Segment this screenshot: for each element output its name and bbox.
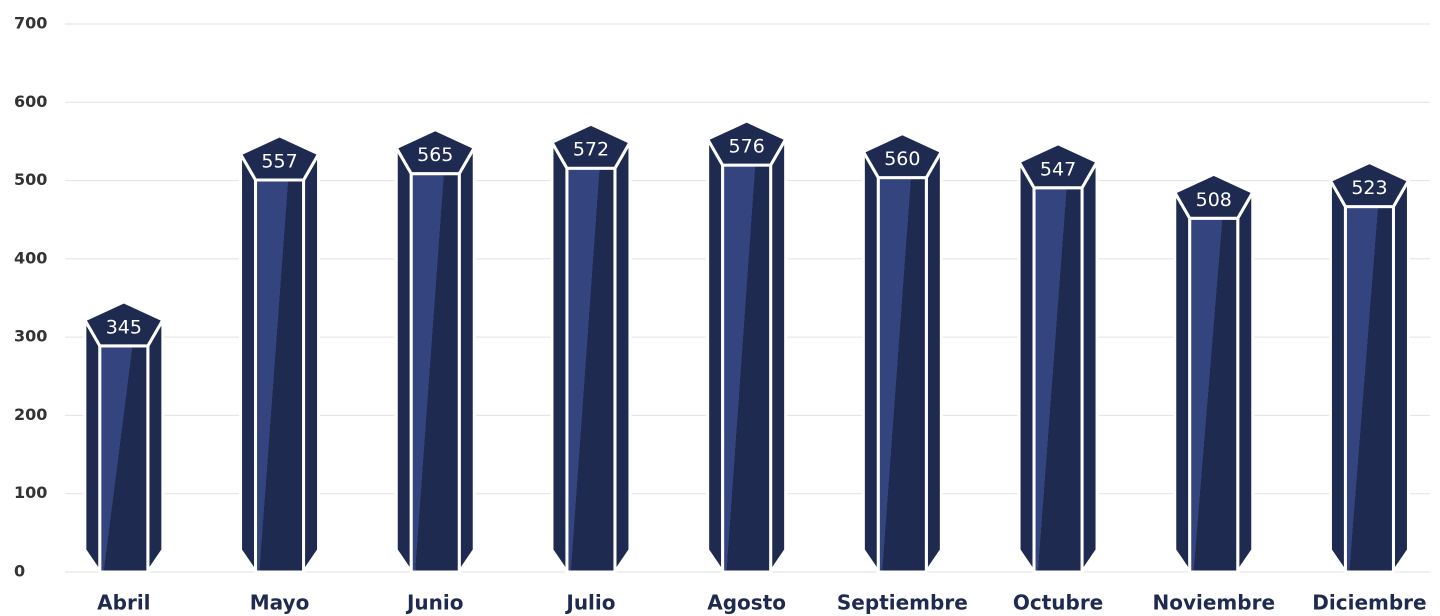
bar-side	[613, 136, 632, 577]
value-label: 345	[106, 316, 142, 338]
bar	[861, 131, 944, 577]
bar-cap	[1016, 142, 1100, 190]
bar-side	[1017, 156, 1036, 577]
bar-cap	[861, 131, 944, 180]
x-tick-label: Noviembre	[1152, 591, 1275, 615]
bar-side	[239, 148, 258, 577]
bar-side	[706, 133, 725, 577]
value-label: 576	[729, 136, 765, 158]
x-tick-label: Julio	[564, 591, 615, 615]
x-tick-label: Diciembre	[1312, 591, 1426, 615]
x-tick-label: Agosto	[707, 591, 786, 615]
x-tick-label: Septiembre	[837, 591, 968, 615]
value-label: 560	[884, 148, 920, 170]
x-tick-label: Mayo	[250, 591, 310, 615]
value-label: 547	[1040, 158, 1076, 180]
bar-cap	[1172, 172, 1255, 220]
y-tick-label: 300	[14, 327, 47, 346]
value-label: 572	[573, 139, 609, 161]
bar-cap	[238, 134, 321, 182]
y-tick-label: 0	[14, 562, 25, 581]
y-tick-label: 700	[14, 14, 47, 33]
bar-side	[861, 145, 880, 577]
bar-face	[721, 163, 773, 574]
bar-side	[1080, 156, 1099, 577]
bar-cap	[549, 122, 633, 170]
bar-side	[394, 142, 413, 577]
bar-cap	[1328, 160, 1411, 209]
value-label: 557	[261, 150, 297, 172]
bar-cap	[82, 300, 165, 348]
bar-side	[1391, 174, 1410, 577]
y-tick-label: 600	[14, 92, 47, 111]
bar-side	[550, 136, 569, 577]
bar-face	[876, 176, 928, 574]
bar	[1328, 160, 1411, 577]
y-tick-label: 100	[14, 483, 47, 502]
bar-face	[1188, 216, 1240, 574]
bar-face	[409, 172, 461, 574]
x-tick-label: Abril	[97, 591, 150, 615]
value-label: 508	[1196, 189, 1232, 211]
bar	[1016, 142, 1100, 577]
bar-face	[254, 178, 306, 574]
bar-cap	[394, 128, 477, 176]
bar-side	[457, 142, 476, 577]
bar-cap	[705, 119, 788, 167]
bar-side	[1236, 186, 1255, 577]
bar-face	[1032, 186, 1084, 574]
bar	[549, 122, 633, 577]
bar-face	[1343, 205, 1395, 574]
bar	[82, 300, 165, 577]
bar	[238, 134, 321, 577]
x-tick-label: Octubre	[1013, 591, 1103, 615]
y-tick-label: 500	[14, 170, 47, 189]
bar	[705, 119, 788, 577]
x-tick-label: Junio	[405, 591, 464, 615]
bar-side	[924, 145, 943, 577]
bar-face	[98, 344, 150, 574]
bar-side	[769, 133, 788, 577]
bar-side	[83, 314, 102, 577]
bar	[1172, 172, 1255, 577]
bar-side	[146, 314, 165, 577]
bar-side	[1328, 174, 1347, 577]
value-label: 523	[1351, 177, 1387, 199]
bar-side	[302, 148, 321, 577]
value-label: 565	[417, 144, 453, 166]
y-tick-label: 400	[14, 248, 47, 267]
y-tick-label: 200	[14, 405, 47, 424]
bar-side	[1173, 186, 1192, 577]
bar	[394, 128, 477, 577]
bar-face	[565, 166, 617, 574]
